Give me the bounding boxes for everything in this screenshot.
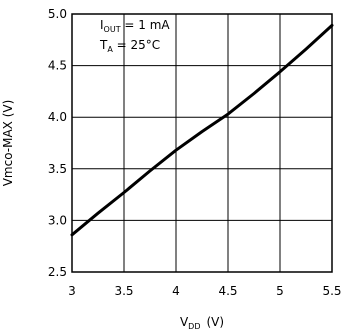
x-tick-label: 5 [276, 284, 284, 298]
x-tick-label: 3.5 [114, 284, 133, 298]
x-tick-label: 3 [68, 284, 76, 298]
x-tick-labels: 3 3.5 4 4.5 5 5.5 [68, 284, 341, 298]
x-axis-title: VDD (V) [180, 315, 224, 331]
y-tick-label: 5.0 [48, 7, 67, 21]
y-tick-label: 3.0 [48, 213, 67, 227]
x-tick-label: 4 [172, 284, 180, 298]
annotations: IOUT = 1 mA TA = 25°C [99, 18, 170, 54]
x-tick-label: 5.5 [322, 284, 341, 298]
y-tick-label: 4.5 [48, 59, 67, 73]
plot-frame [71, 13, 333, 273]
annotation-iout: IOUT = 1 mA [100, 18, 170, 34]
y-axis-title: Vmco-MAX (V) [1, 100, 15, 187]
y-tick-labels: 2.5 3.0 3.5 4.0 4.5 5.0 [48, 7, 67, 279]
annotation-ta: TA = 25°C [99, 38, 160, 54]
y-tick-label: 4.0 [48, 110, 67, 124]
y-tick-label: 2.5 [48, 265, 67, 279]
series-layer [70, 23, 334, 237]
x-tick-label: 4.5 [218, 284, 237, 298]
y-tick-label: 3.5 [48, 162, 67, 176]
series-line [70, 23, 334, 237]
